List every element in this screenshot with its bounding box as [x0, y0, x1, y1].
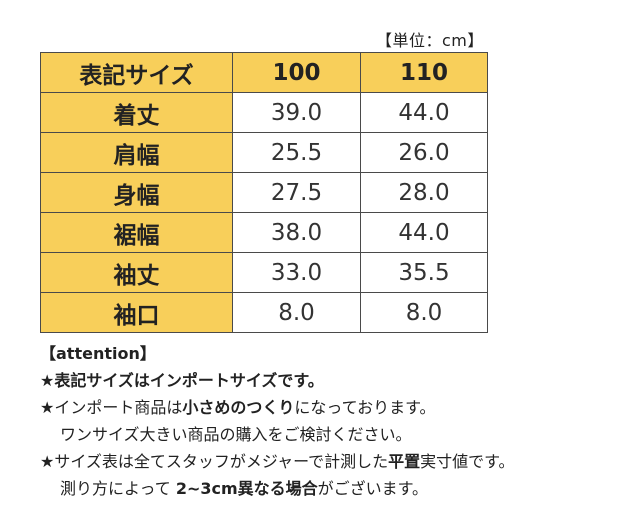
table-row: 肩幅 25.5 26.0	[40, 132, 488, 173]
header-size-100: 100	[232, 52, 361, 93]
table-row: 袖丈 33.0 35.5	[40, 252, 488, 293]
row-value: 25.5	[232, 132, 361, 173]
table-row: 着丈 39.0 44.0	[40, 92, 488, 133]
table-row: 身幅 27.5 28.0	[40, 172, 488, 213]
row-value: 39.0	[232, 92, 361, 133]
table-row: 裾幅 38.0 44.0	[40, 212, 488, 253]
row-label: 袖口	[40, 292, 233, 333]
row-label: 肩幅	[40, 132, 233, 173]
attention-heading: 【attention】	[40, 344, 156, 363]
note-import-size: ★表記サイズはインポートサイズです。	[40, 371, 324, 390]
table-header-row: 表記サイズ 100 110	[40, 52, 488, 93]
row-value: 38.0	[232, 212, 361, 253]
note-measurement: ★サイズ表は全てスタッフがメジャーで計測した平置実寸値です。	[40, 452, 515, 471]
row-value: 8.0	[360, 292, 488, 333]
row-label: 着丈	[40, 92, 233, 133]
note-size-up: ワンサイズ大きい商品の購入をご検討ください。	[60, 425, 412, 444]
size-table: 表記サイズ 100 110 着丈 39.0 44.0 肩幅 25.5 26.0 …	[40, 52, 488, 333]
table-row: 袖口 8.0 8.0	[40, 292, 488, 333]
row-value: 44.0	[360, 212, 488, 253]
row-value: 27.5	[232, 172, 361, 213]
row-value: 8.0	[232, 292, 361, 333]
row-label: 袖丈	[40, 252, 233, 293]
header-size-110: 110	[360, 52, 488, 93]
row-value: 35.5	[360, 252, 488, 293]
header-label: 表記サイズ	[40, 52, 233, 93]
row-label: 裾幅	[40, 212, 233, 253]
row-value: 33.0	[232, 252, 361, 293]
attention-notes: 【attention】 ★表記サイズはインポートサイズです。 ★インポート商品は…	[40, 340, 636, 502]
note-small-fit: ★インポート商品は小さめのつくりになっております。	[40, 398, 436, 417]
row-value: 26.0	[360, 132, 488, 173]
note-tolerance: 測り方によって 2~3cm異なる場合がございます。	[60, 479, 429, 498]
row-value: 28.0	[360, 172, 488, 213]
row-value: 44.0	[360, 92, 488, 133]
unit-label: 【単位：cm】	[376, 31, 484, 50]
row-label: 身幅	[40, 172, 233, 213]
